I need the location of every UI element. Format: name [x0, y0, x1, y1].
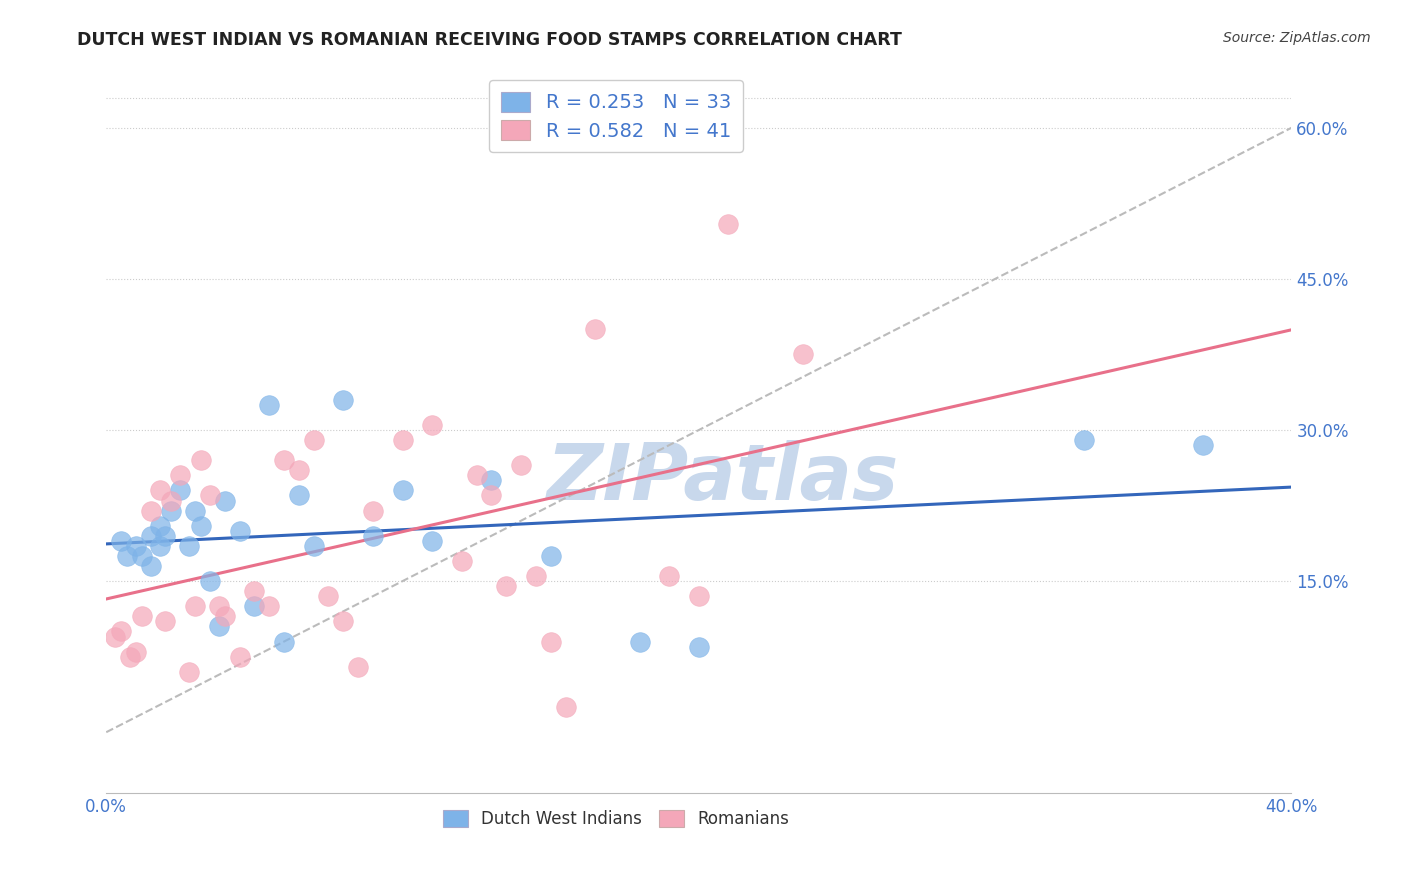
Point [214, 609, 236, 624]
Point [302, 539, 325, 553]
Point [347, 659, 370, 673]
Point [169, 468, 191, 483]
Point [540, 549, 562, 563]
Point [179, 539, 201, 553]
Point [332, 615, 354, 629]
Point [391, 483, 413, 498]
Point [554, 700, 576, 714]
Point [228, 524, 250, 538]
Point [190, 453, 212, 467]
Point [391, 433, 413, 447]
Point [160, 503, 183, 517]
Point [524, 569, 547, 583]
Text: ZIPatlas: ZIPatlas [547, 440, 898, 516]
Point [361, 503, 384, 517]
Point [179, 665, 201, 679]
Point [110, 533, 132, 548]
Point [184, 503, 207, 517]
Point [184, 599, 207, 614]
Point [208, 619, 231, 633]
Point [1191, 438, 1213, 452]
Point [332, 392, 354, 407]
Point [717, 217, 740, 231]
Point [688, 589, 710, 603]
Point [104, 630, 127, 644]
Text: DUTCH WEST INDIAN VS ROMANIAN RECEIVING FOOD STAMPS CORRELATION CHART: DUTCH WEST INDIAN VS ROMANIAN RECEIVING … [77, 31, 903, 49]
Point [155, 529, 177, 543]
Point [658, 569, 681, 583]
Point [148, 539, 170, 553]
Point [288, 488, 311, 502]
Point [169, 483, 191, 498]
Point [257, 398, 280, 412]
Point [243, 599, 266, 614]
Point [160, 493, 183, 508]
Point [139, 529, 162, 543]
Point [198, 574, 221, 588]
Point [139, 559, 162, 574]
Point [115, 549, 138, 563]
Point [540, 634, 562, 648]
Point [420, 533, 443, 548]
Point [495, 579, 517, 593]
Point [148, 518, 170, 533]
Point [273, 634, 295, 648]
Point [465, 468, 488, 483]
Point [125, 539, 148, 553]
Point [628, 634, 651, 648]
Point [125, 645, 148, 659]
Point [214, 493, 236, 508]
Point [481, 474, 503, 488]
Point [243, 584, 266, 599]
Point [257, 599, 280, 614]
Point [208, 599, 231, 614]
Point [510, 458, 533, 473]
Point [118, 649, 141, 664]
Point [450, 554, 472, 568]
Point [302, 433, 325, 447]
Point [792, 347, 814, 361]
Point [583, 322, 606, 336]
Point [131, 549, 153, 563]
Point [361, 529, 384, 543]
Point [481, 488, 503, 502]
Text: Source: ZipAtlas.com: Source: ZipAtlas.com [1223, 31, 1371, 45]
Point [190, 518, 212, 533]
Point [688, 640, 710, 654]
Point [131, 609, 153, 624]
Point [110, 624, 132, 639]
Point [288, 463, 311, 477]
Point [155, 615, 177, 629]
Point [1073, 433, 1095, 447]
Legend: Dutch West Indians, Romanians: Dutch West Indians, Romanians [436, 803, 796, 834]
Point [198, 488, 221, 502]
Point [139, 503, 162, 517]
Point [273, 453, 295, 467]
Point [148, 483, 170, 498]
Point [228, 649, 250, 664]
Point [420, 417, 443, 432]
Point [318, 589, 340, 603]
